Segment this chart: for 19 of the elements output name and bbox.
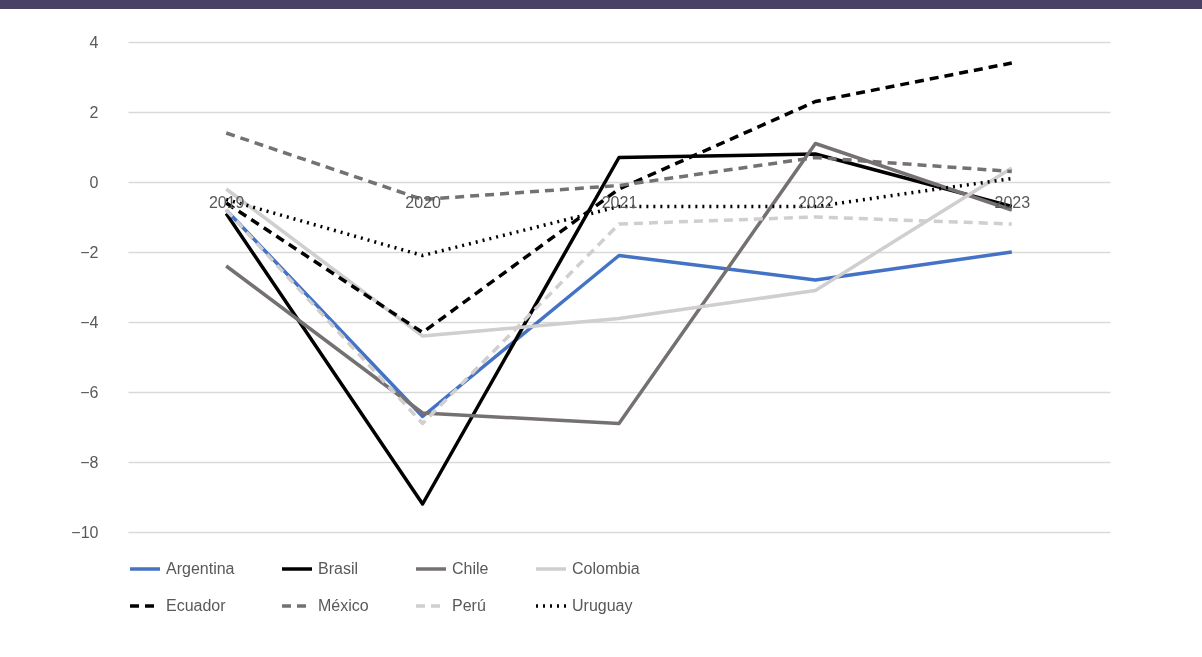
legend-label: México bbox=[318, 597, 369, 614]
legend-label: Argentina bbox=[166, 560, 235, 577]
y-tick-label: −6 bbox=[80, 383, 99, 401]
legend-label: Ecuador bbox=[166, 597, 227, 614]
legend-label: Brasil bbox=[318, 560, 359, 577]
x-tick-label: 2021 bbox=[601, 193, 638, 211]
legend-label: Uruguay bbox=[572, 597, 633, 614]
y-tick-label: 4 bbox=[89, 33, 99, 51]
x-tick-label: 2022 bbox=[798, 193, 834, 211]
legend-label: Colombia bbox=[572, 560, 640, 577]
legend-label: Chile bbox=[452, 560, 489, 577]
y-tick-label: −4 bbox=[80, 313, 99, 331]
y-tick-label: 0 bbox=[89, 173, 99, 191]
legend-label: Perú bbox=[452, 597, 486, 614]
y-tick-label: 2 bbox=[89, 103, 99, 121]
y-tick-label: −8 bbox=[80, 453, 99, 471]
y-tick-label: −10 bbox=[71, 523, 99, 541]
x-tick-label: 2020 bbox=[405, 193, 441, 211]
y-tick-label: −2 bbox=[80, 243, 99, 261]
